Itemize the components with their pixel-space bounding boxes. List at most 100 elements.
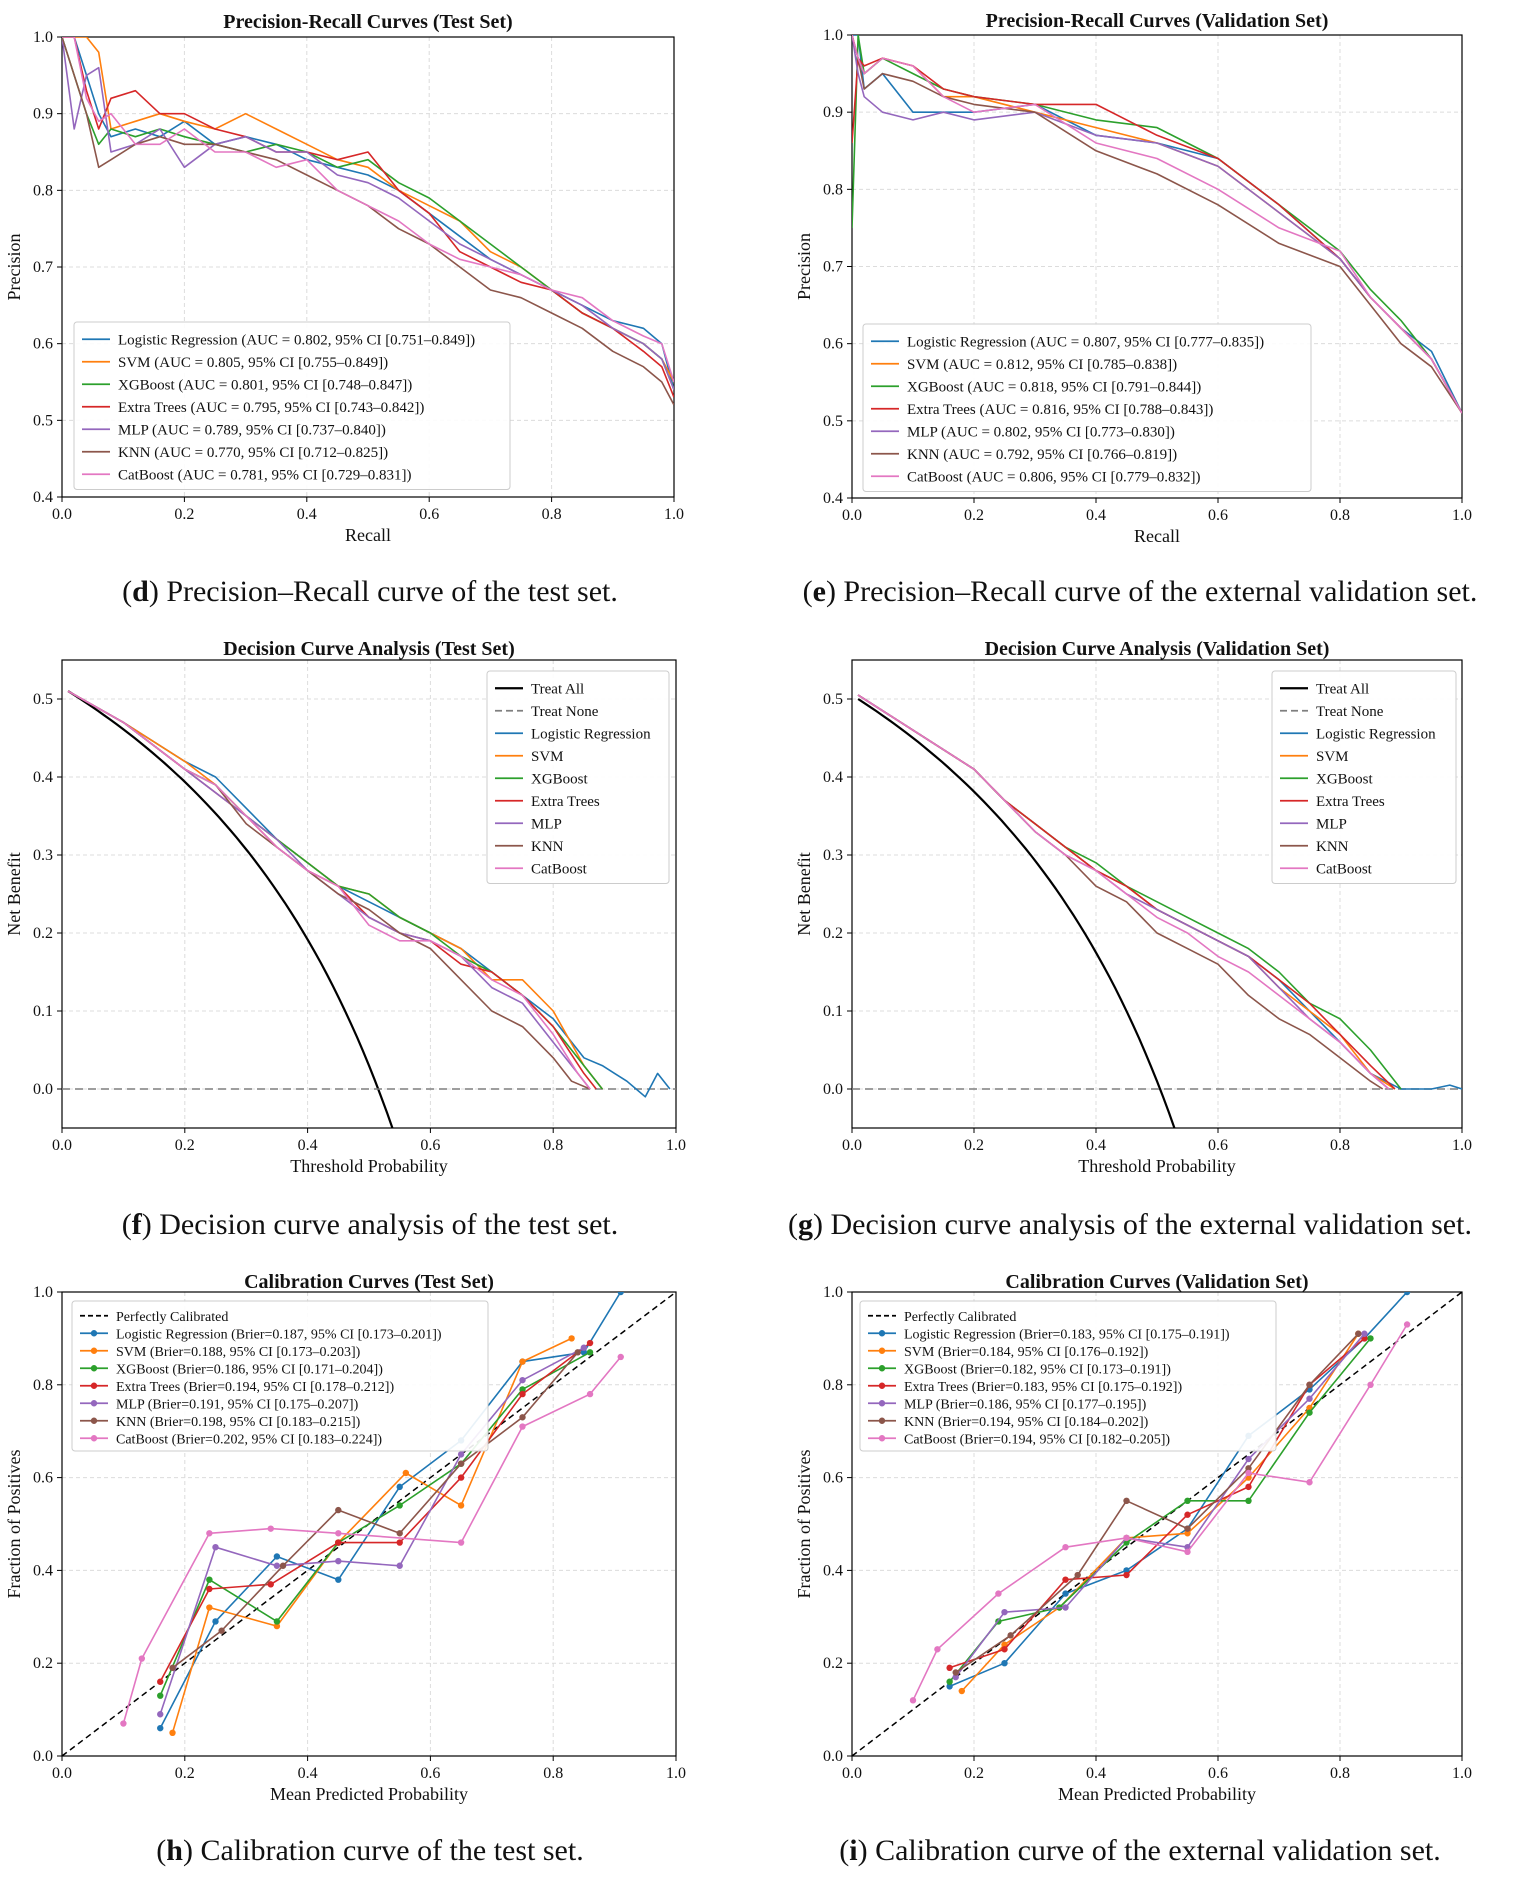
y-axis-label: Fraction of Positives — [794, 1450, 814, 1599]
legend-label: XGBoost (Brier=0.182, 95% CI [0.173–0.19… — [904, 1362, 1171, 1377]
x-tick-label: 0.0 — [52, 506, 72, 523]
series-point-xgboost — [1123, 1539, 1130, 1546]
x-tick-label: 0.0 — [842, 1137, 862, 1154]
caption-e: (e) Precision–Recall curve of the extern… — [802, 575, 1478, 608]
series-point-catboost — [138, 1655, 146, 1662]
legend-marker — [90, 1417, 98, 1424]
series-point-catboost — [586, 1390, 594, 1398]
series-point-svm — [519, 1358, 526, 1365]
legend-marker — [90, 1347, 98, 1354]
series-point-extra-trees — [157, 1678, 164, 1685]
legend-label: Extra Trees (AUC = 0.795, 95% CI [0.743–… — [118, 400, 424, 416]
y-tick-label: 0.4 — [33, 1562, 53, 1579]
series-point-mlp — [335, 1557, 342, 1565]
series-point-catboost — [1184, 1548, 1191, 1556]
legend-marker — [90, 1382, 98, 1389]
series-point-knn — [1306, 1381, 1313, 1389]
plot-area — [62, 690, 676, 1128]
y-tick-label: 0.1 — [33, 1003, 53, 1020]
series-point-extra-trees — [1001, 1646, 1008, 1653]
plot-frame — [61, 659, 677, 1129]
y-tick-label: 0.6 — [33, 1470, 53, 1487]
y-tick-label: 1.0 — [823, 27, 843, 44]
legend-marker — [878, 1382, 886, 1389]
legend-box — [1271, 670, 1457, 884]
legend-label: Extra Trees (AUC = 0.816, 95% CI [0.788–… — [907, 402, 1213, 418]
series-point-mlp — [457, 1451, 465, 1458]
plot-area — [62, 1292, 676, 1756]
series-point-svm — [1184, 1530, 1191, 1537]
series-point-catboost — [909, 1697, 917, 1704]
series-point-xgboost — [586, 1349, 594, 1356]
legend-box — [73, 321, 511, 490]
x-tick-label: 0.6 — [419, 506, 439, 523]
series-point-mlp — [1245, 1455, 1252, 1463]
y-tick-label: 0.4 — [823, 1562, 843, 1579]
series-point-logistic-regression — [212, 1618, 219, 1625]
chart-title: Decision Curve Analysis (Test Set) — [223, 638, 514, 660]
legend-label: XGBoost (AUC = 0.801, 95% CI [0.748–0.84… — [118, 377, 412, 393]
series-point-knn — [1184, 1525, 1191, 1532]
legend-marker — [878, 1417, 886, 1424]
legend-label: Extra Trees — [531, 794, 600, 810]
series-point-knn — [169, 1664, 176, 1672]
legend-label: KNN — [531, 839, 564, 855]
x-tick-label: 0.8 — [1330, 507, 1350, 524]
series-point-xgboost — [946, 1678, 953, 1685]
series-point-mlp — [212, 1544, 219, 1551]
series-line-catboost — [852, 35, 1462, 414]
y-tick-label: 0.8 — [823, 181, 843, 198]
series-point-extra-trees — [457, 1474, 465, 1481]
x-tick-label: 0.8 — [1330, 1137, 1350, 1154]
x-tick-label: 0.2 — [964, 1765, 984, 1782]
x-tick-label: 0.8 — [1330, 1765, 1350, 1782]
y-tick-label: 0.4 — [33, 769, 53, 786]
legend-label: KNN (AUC = 0.792, 95% CI [0.766–0.819]) — [907, 447, 1177, 463]
x-tick-label: 0.6 — [1208, 1137, 1228, 1154]
legend-label: SVM (AUC = 0.805, 95% CI [0.755–0.849]) — [118, 355, 388, 371]
series-point-mlp — [580, 1344, 588, 1351]
legend-label: SVM (AUC = 0.812, 95% CI [0.785–0.838]) — [907, 357, 1177, 373]
legend-label: Logistic Regression (AUC = 0.807, 95% CI… — [907, 334, 1264, 350]
caption-h: (h) Calibration curve of the test set. — [156, 1834, 584, 1867]
series-line-mlp — [62, 37, 674, 390]
legend: Perfectly Calibrated Logistic Regression … — [859, 1300, 1277, 1452]
series-point-xgboost — [1245, 1497, 1252, 1505]
chart-5: 0.0 0.2 0.4 0.6 0.8 1.0 0.0 0.2 0.4 0.6 0.8 1.0 Cali… — [4, 1271, 686, 1804]
y-tick-label: 0.7 — [823, 259, 843, 276]
legend: Logistic Regression (AUC = 0.807, 95% CI… — [862, 323, 1312, 492]
legend-label: Logistic Regression — [1316, 726, 1436, 742]
series-line-mlp — [67, 690, 591, 1090]
legend-marker — [878, 1330, 886, 1337]
x-axis-label: Threshold Probability — [290, 1156, 447, 1176]
series-point-xgboost — [1367, 1335, 1374, 1342]
x-tick-label: 1.0 — [664, 506, 684, 523]
legend-label: MLP (Brier=0.191, 95% CI [0.175–0.207]) — [116, 1397, 359, 1412]
series-point-catboost — [267, 1525, 274, 1532]
x-tick-label: 0.6 — [1208, 1765, 1228, 1782]
series-point-knn — [1123, 1497, 1130, 1505]
legend-label: Logistic Regression (AUC = 0.802, 95% CI… — [118, 332, 475, 348]
series-line-extra-trees — [62, 37, 674, 398]
series-line-catboost — [912, 1324, 1408, 1701]
chart-title: Decision Curve Analysis (Validation Set) — [985, 638, 1330, 660]
series-point-mlp — [157, 1711, 164, 1718]
series-point-svm — [1001, 1641, 1008, 1648]
legend-label: Extra Trees (Brier=0.183, 95% CI [0.175–… — [904, 1380, 1182, 1395]
series-point-catboost — [1123, 1534, 1130, 1542]
series-point-extra-trees — [1245, 1483, 1252, 1491]
series-point-catboost — [995, 1590, 1002, 1597]
legend-marker — [90, 1330, 98, 1337]
series-point-mlp — [1306, 1395, 1313, 1402]
caption-i: (i) Calibration curve of the external va… — [839, 1834, 1441, 1867]
series-point-logistic-regression — [335, 1576, 342, 1583]
series-point-logistic-regression — [157, 1724, 164, 1732]
legend-label: MLP — [1316, 816, 1347, 832]
series-point-logistic-regression — [1403, 1292, 1411, 1296]
x-tick-label: 1.0 — [1452, 1137, 1472, 1154]
legend-marker — [878, 1347, 886, 1354]
series-point-logistic-regression — [617, 1292, 624, 1296]
series-point-mlp — [273, 1562, 281, 1569]
y-tick-label: 0.4 — [823, 490, 843, 507]
series-point-catboost — [120, 1720, 127, 1727]
